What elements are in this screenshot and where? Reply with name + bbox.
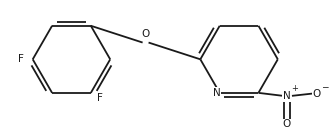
Text: O: O xyxy=(313,89,321,99)
Text: O: O xyxy=(142,29,150,39)
Text: O: O xyxy=(282,119,291,129)
Text: +: + xyxy=(291,84,298,93)
Text: −: − xyxy=(321,82,328,91)
Text: F: F xyxy=(18,54,24,64)
Text: F: F xyxy=(97,93,103,103)
Text: N: N xyxy=(213,88,220,98)
Text: N: N xyxy=(283,91,291,101)
